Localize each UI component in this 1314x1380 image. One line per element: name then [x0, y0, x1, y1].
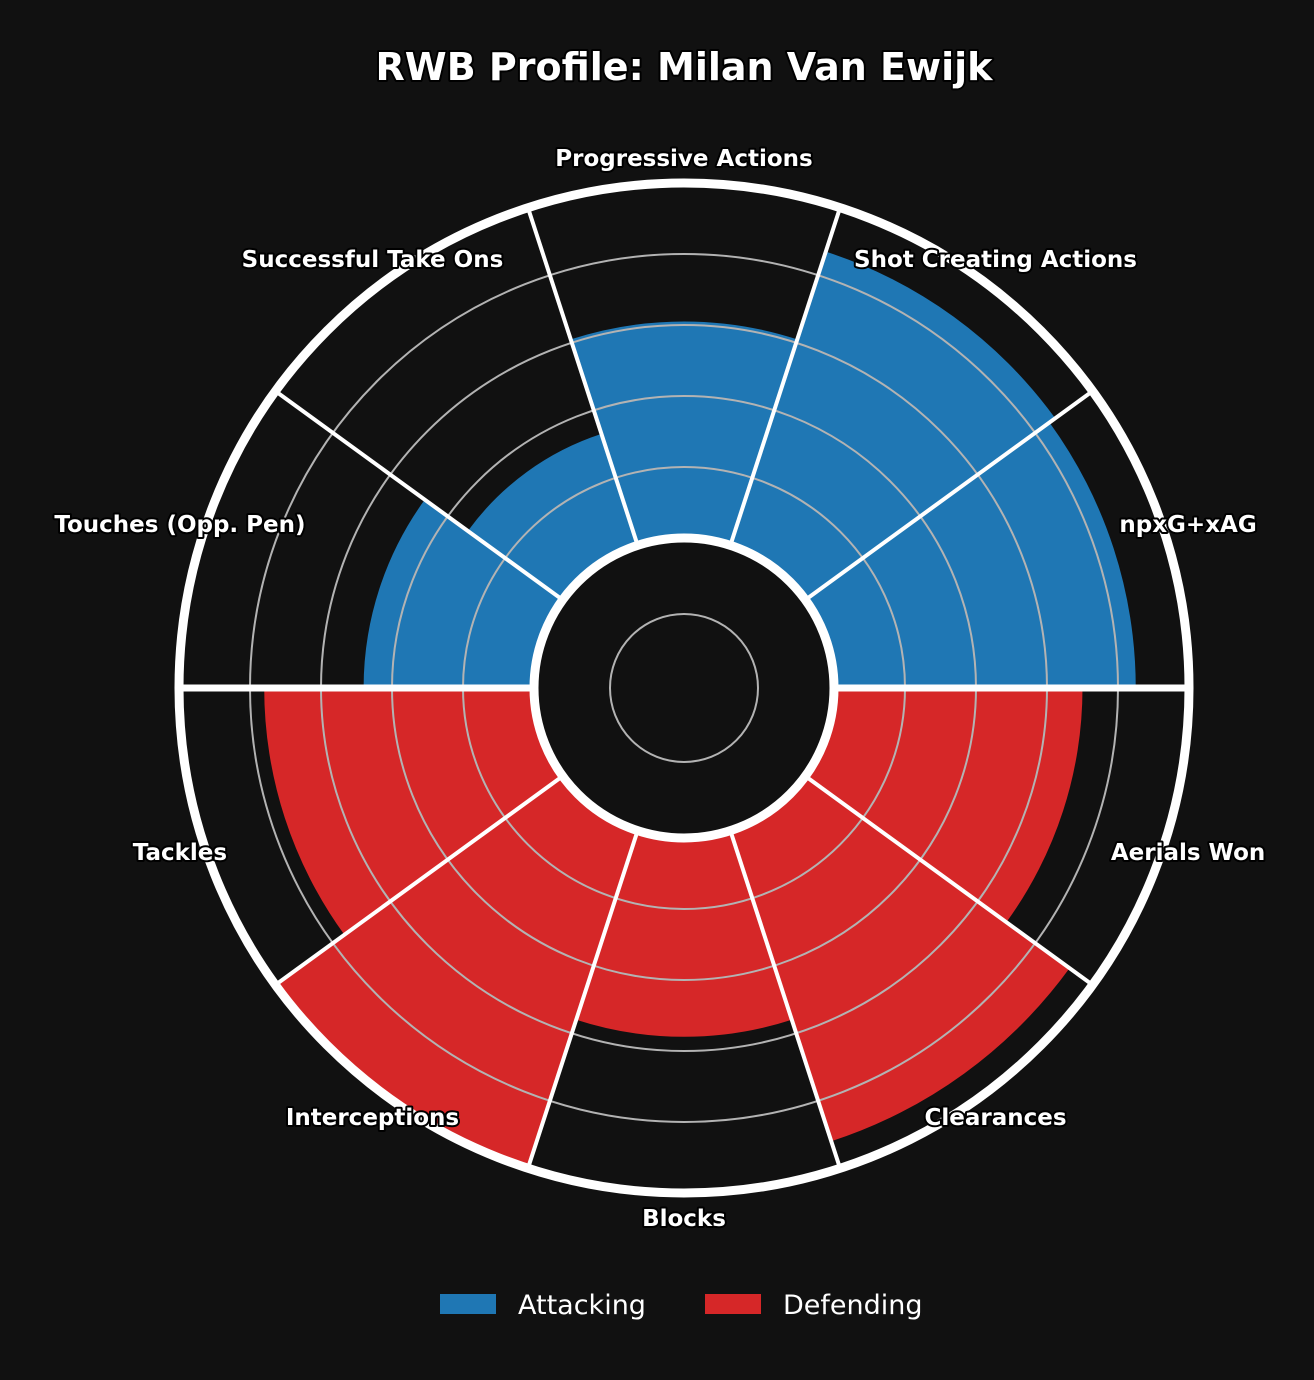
- slice-successful-take-ons: [467, 433, 638, 600]
- slice-tackles: [264, 688, 563, 935]
- label-touches-opp-pen: Touches (Opp. Pen): [54, 512, 305, 538]
- slice-separator: [274, 389, 564, 602]
- label-interceptions: Interceptions: [286, 1105, 459, 1131]
- slice-clearances: [730, 776, 1070, 1142]
- separator-layer: [174, 178, 1194, 1198]
- slice-separator: [526, 207, 640, 546]
- slice-progressive-actions: [570, 321, 798, 546]
- legend-swatch-defending: [705, 1294, 761, 1314]
- label-successful-take-ons: Successful Take Ons: [242, 247, 504, 273]
- label-layer: npxG+xAG Shot Creating Actions Progressive…: [52, 144, 1267, 1234]
- label-tackles: Tackles: [133, 840, 227, 866]
- slice-npxg-xag: [805, 422, 1136, 688]
- label-clearances: Clearances: [925, 1105, 1067, 1131]
- legend: Attacking Defending: [440, 1290, 923, 1321]
- slice-separator: [728, 207, 842, 546]
- label-blocks: Blocks: [642, 1206, 726, 1232]
- label-npxg-xag: npxG+xAG: [1119, 512, 1256, 538]
- slice-separator: [274, 774, 564, 987]
- slice-shot-creating-actions: [730, 251, 1056, 600]
- slice-touches-opp-pen: [363, 499, 563, 688]
- legend-label-defending: Defending: [783, 1290, 923, 1321]
- legend-swatch-attacking: [440, 1294, 496, 1314]
- slice-separator: [804, 774, 1094, 987]
- chart-title: RWB Profile: Milan Van Ewijk: [376, 45, 994, 89]
- slice-separator: [526, 830, 640, 1169]
- slice-interceptions: [275, 776, 638, 1169]
- slice-separator: [728, 830, 842, 1169]
- slice-blocks: [576, 830, 792, 1037]
- label-progressive-actions: Progressive Actions: [555, 146, 812, 172]
- center-ring: [609, 613, 759, 763]
- slice-aerials-won: [805, 688, 1083, 923]
- legend-label-attacking: Attacking: [518, 1290, 646, 1321]
- center-hub: [529, 533, 839, 843]
- slices-layer: [264, 251, 1136, 1169]
- center-layer: [529, 533, 839, 843]
- label-shot-creating-actions: Shot Creating Actions: [854, 247, 1137, 273]
- slice-separator: [804, 389, 1094, 602]
- label-aerials-won: Aerials Won: [1111, 840, 1265, 866]
